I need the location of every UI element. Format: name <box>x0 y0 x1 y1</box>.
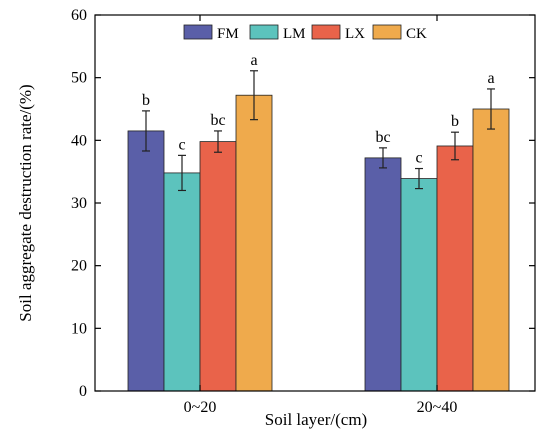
legend-label: LM <box>283 26 306 42</box>
bar <box>163 172 201 392</box>
significance-label: b <box>451 113 459 130</box>
legend: FM LM LX CK <box>183 24 427 42</box>
legend-swatch <box>311 24 341 40</box>
y-tick-label: 60 <box>71 7 87 24</box>
bars-layer <box>127 94 510 392</box>
bar <box>472 108 510 392</box>
significance-label: bc <box>210 112 225 129</box>
significance-label: a <box>487 70 494 87</box>
axis-ticks-layer: 0 10 20 30 40 50 60 0~20 20~40 <box>71 7 535 416</box>
significance-label: bc <box>375 129 390 146</box>
y-axis-title: Soil aggregate destruction rate/(%) <box>16 84 35 321</box>
y-tick-label: 50 <box>71 70 87 87</box>
y-tick-label: 10 <box>71 320 87 337</box>
x-tick-label: 20~40 <box>417 399 458 416</box>
y-tick-label: 0 <box>79 383 87 400</box>
legend-label: CK <box>406 26 427 42</box>
bar <box>199 141 237 392</box>
legend-swatch <box>249 24 279 40</box>
significance-label: c <box>415 150 422 167</box>
bar <box>400 178 438 392</box>
bar <box>364 157 402 392</box>
x-tick-label: 0~20 <box>184 399 217 416</box>
bar <box>436 145 474 392</box>
bar <box>235 94 273 392</box>
x-axis-title: Soil layer/(cm) <box>265 410 367 429</box>
significance-label: c <box>178 136 185 153</box>
significance-label: a <box>250 52 257 69</box>
legend-swatch <box>183 24 213 40</box>
error-bars-layer <box>142 70 495 192</box>
legend-label: FM <box>217 26 239 42</box>
legend-swatch <box>372 24 402 40</box>
y-tick-label: 20 <box>71 258 87 275</box>
y-tick-label: 30 <box>71 195 87 212</box>
legend-label: LX <box>345 26 365 42</box>
significance-label: b <box>142 92 150 109</box>
bar <box>127 130 165 392</box>
y-tick-label: 40 <box>71 132 87 149</box>
